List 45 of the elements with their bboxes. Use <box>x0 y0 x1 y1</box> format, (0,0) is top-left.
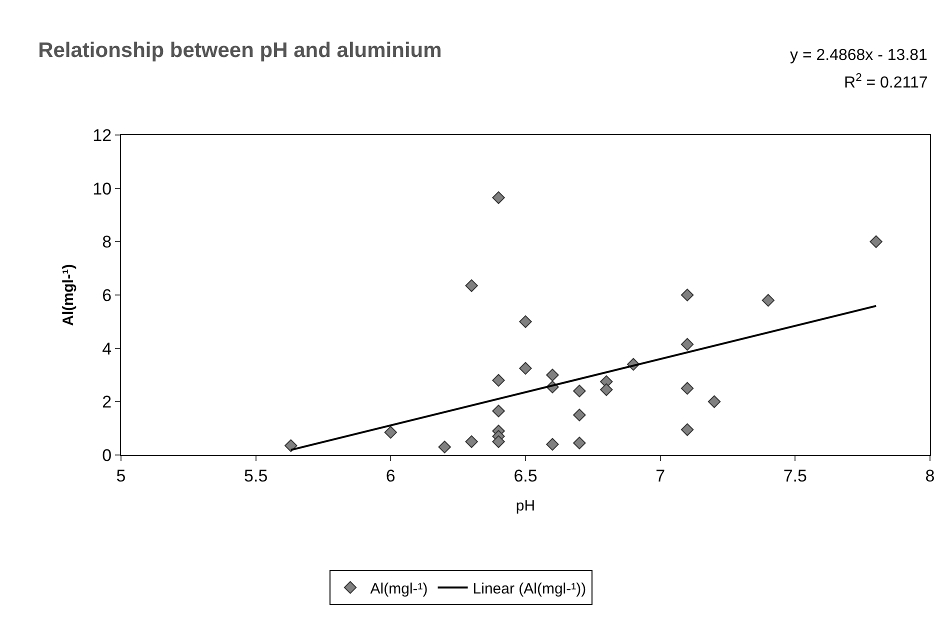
point <box>519 362 532 375</box>
y-tick-label: 2 <box>102 392 112 412</box>
legend-label: Linear (Al(mgl-¹)) <box>472 580 586 598</box>
y-tick-label: 0 <box>102 446 112 465</box>
point <box>573 384 586 398</box>
point <box>438 440 451 454</box>
point <box>465 279 478 292</box>
x-axis-title: pH <box>516 497 536 514</box>
x-tick-label: 7 <box>656 466 666 486</box>
y-tick-label: 10 <box>92 179 112 198</box>
point <box>465 435 478 448</box>
y-axis-title: Al(mgl-¹) <box>60 264 77 326</box>
chart-title: Relationship between pH and aluminium <box>38 38 442 62</box>
y-tick-label: 4 <box>102 339 112 358</box>
x-tick-label: 6.5 <box>514 466 538 486</box>
point <box>546 368 559 382</box>
point <box>870 235 882 248</box>
point <box>492 374 505 387</box>
point <box>680 423 694 436</box>
point <box>708 395 721 408</box>
x-tick-label: 8 <box>925 466 935 486</box>
point <box>680 288 694 302</box>
point <box>284 439 298 452</box>
y-tick-label: 6 <box>102 286 112 305</box>
point <box>492 404 505 418</box>
x-tick-label: 7.5 <box>783 466 807 486</box>
point <box>573 436 586 450</box>
point <box>519 315 532 328</box>
point <box>573 408 586 422</box>
point <box>600 383 613 396</box>
point <box>492 191 505 204</box>
point <box>546 438 559 451</box>
point <box>384 426 398 439</box>
point <box>492 435 505 448</box>
x-tick-label: 5 <box>116 466 126 486</box>
text: y = 2.4868x - 13.81 <box>790 47 928 64</box>
legend-label: Al(mgl-¹) <box>370 580 428 598</box>
y-tick-label: 8 <box>102 232 112 252</box>
point <box>680 382 694 395</box>
x-tick-label: 5.5 <box>244 466 268 486</box>
y-tick-label: 12 <box>92 126 112 145</box>
point <box>762 294 775 307</box>
text: R$^{2}$ = 0.2117 <box>844 72 928 92</box>
point <box>680 338 694 351</box>
x-tick-label: 6 <box>386 466 396 486</box>
